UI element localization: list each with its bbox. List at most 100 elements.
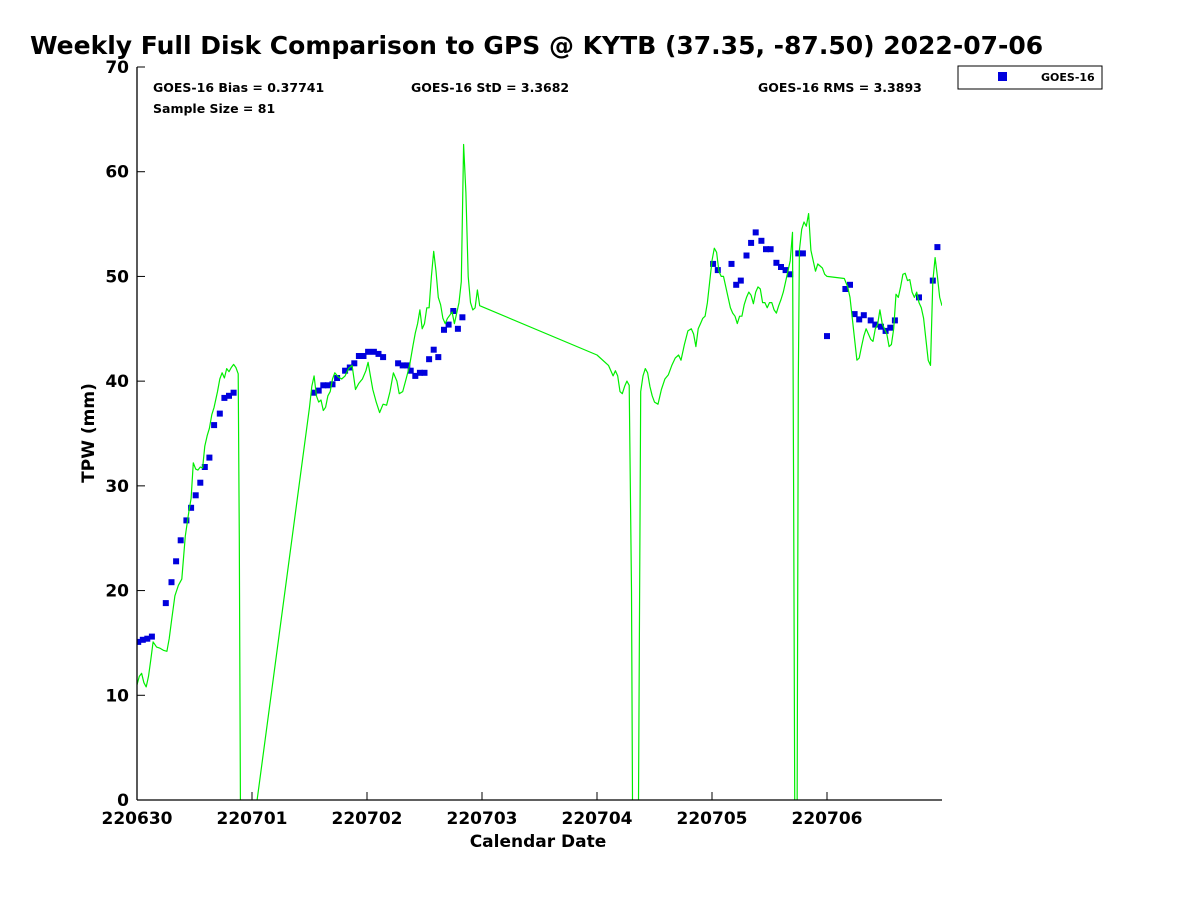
goes16-point (412, 372, 419, 379)
y-tick-label: 60 (105, 163, 129, 183)
x-tick-label: 220702 (332, 809, 403, 829)
y-tick-label: 70 (105, 58, 129, 78)
goes16-point (404, 362, 411, 369)
x-tick-label: 220706 (792, 809, 863, 829)
goes16-point (710, 260, 717, 267)
goes16-point (216, 410, 223, 417)
goes16-point (137, 638, 142, 645)
goes16-point (916, 294, 922, 301)
goes16-point (748, 239, 755, 246)
y-tick-label: 40 (105, 372, 129, 392)
std-stat: GOES-16 StD = 3.3682 (411, 80, 569, 95)
goes16-point (891, 317, 898, 324)
goes16-point (320, 382, 327, 389)
goes16-point (782, 267, 789, 274)
goes16-point (450, 308, 457, 314)
goes16-point (887, 324, 894, 331)
x-tick-label: 220630 (102, 809, 173, 829)
y-tick-label: 20 (105, 582, 129, 602)
goes16-point (763, 246, 769, 253)
goes16-point (847, 281, 853, 288)
goes16-point (878, 323, 884, 330)
goes16-point (842, 286, 849, 292)
goes16-point (365, 348, 372, 355)
goes16-point (221, 394, 228, 401)
goes16-point (148, 633, 155, 640)
goes16-point (856, 316, 863, 323)
x-tick-label: 220705 (677, 809, 748, 829)
goes16-point (851, 311, 858, 318)
goes16-point (445, 321, 452, 328)
goes16-point (737, 277, 744, 284)
goes16-point (355, 353, 362, 359)
legend-label-goes16: GOES-16 (1041, 71, 1095, 84)
goes16-point (360, 353, 367, 359)
goes16-point (435, 354, 442, 361)
goes16-point (407, 367, 414, 374)
goes16-point (752, 229, 759, 236)
legend: GOES-16 (957, 65, 1103, 90)
y-tick-label: 0 (117, 791, 129, 811)
goes16-point (867, 317, 874, 324)
series-layer (137, 143, 942, 800)
goes16-point (192, 492, 199, 499)
goes16-point (430, 346, 437, 353)
goes16-point (380, 354, 387, 361)
chart-title: Weekly Full Disk Comparison to GPS @ KYT… (30, 31, 1043, 60)
goes16-point (872, 321, 879, 328)
goes16-point (351, 360, 358, 367)
goes16-point (206, 454, 213, 461)
goes16-point (454, 325, 461, 332)
goes16-point (795, 250, 802, 257)
legend-box (957, 65, 1103, 90)
goes16-point (416, 369, 423, 376)
goes16-point (230, 389, 237, 396)
axes-layer (136, 67, 942, 801)
goes16-point (799, 250, 806, 257)
goes16-point (395, 360, 402, 367)
goes16-point (342, 367, 349, 374)
goes16-point (311, 389, 318, 396)
goes16-point (778, 264, 784, 270)
sample-size-stat: Sample Size = 81 (153, 101, 275, 116)
goes16-point (188, 504, 195, 511)
goes16-point (324, 382, 331, 389)
goes16-point (824, 333, 830, 340)
goes16-point (728, 260, 735, 267)
goes16-point (183, 517, 190, 524)
goes16-point (399, 362, 406, 369)
gps-tpw-line (137, 143, 942, 800)
goes16-point (773, 259, 780, 266)
goes16-point (743, 252, 750, 259)
y-tick-label: 50 (105, 267, 129, 287)
x-tick-label: 220704 (562, 809, 633, 829)
goes16-point (173, 558, 180, 565)
goes16-point (211, 422, 218, 429)
goes16-point (177, 537, 184, 544)
x-tick-label: 220703 (447, 809, 518, 829)
goes16-point (226, 392, 232, 399)
legend-marker-goes16 (998, 72, 1007, 81)
bias-stat: GOES-16 Bias = 0.37741 (153, 80, 324, 95)
y-tick-label: 10 (105, 686, 129, 706)
goes16-point (767, 246, 774, 253)
x-tick-label: 220701 (217, 809, 288, 829)
rms-stat: GOES-16 RMS = 3.3893 (758, 80, 922, 95)
goes16-point (860, 312, 867, 319)
ticks-layer: 0 10 20 30 40 50 60 70 220630 220701 220702 220703 2… (102, 58, 863, 829)
goes16-point (375, 350, 382, 357)
goes16-point (426, 356, 433, 363)
goes16-point (787, 271, 794, 278)
x-axis-label: Calendar Date (470, 832, 607, 852)
plot-background (137, 67, 942, 800)
goes16-point (197, 479, 204, 486)
y-axis-label: TPW (mm) (79, 383, 99, 483)
goes16-point (714, 267, 721, 274)
goes16-point (733, 281, 740, 288)
goes16-point (441, 326, 447, 333)
goes16-point (144, 635, 151, 642)
goes16-point (758, 237, 765, 244)
goes16-point (329, 381, 336, 388)
goes16-point (162, 600, 169, 607)
goes16-point (421, 369, 428, 376)
